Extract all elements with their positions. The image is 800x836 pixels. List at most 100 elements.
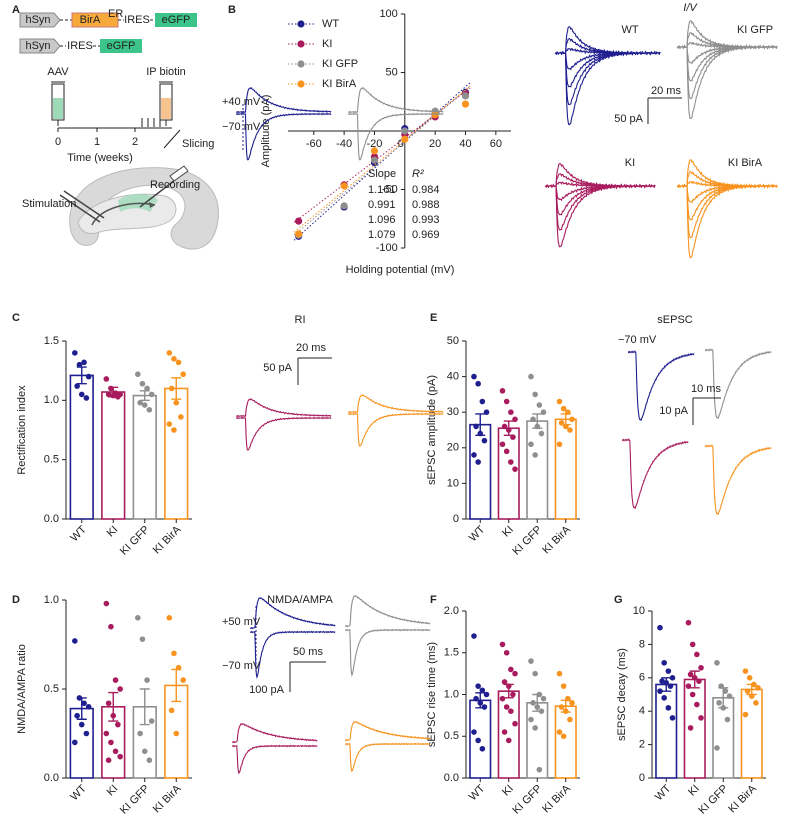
trace [554,26,661,56]
data-point [505,683,512,689]
data-point [528,716,534,723]
data-point [534,423,541,430]
bar [526,420,549,520]
data-point [726,693,733,699]
label: 1 [94,136,100,148]
data-point [751,681,757,688]
data-point [76,361,83,368]
data-point [81,359,87,366]
data-point [746,675,753,681]
data-point [687,725,694,731]
slope-value: 1.079 [368,229,396,241]
trace [347,87,444,114]
data-point [685,683,692,689]
data-point [72,638,78,644]
bar [469,423,492,520]
y-tick-label: 0 [453,513,459,525]
trace [676,20,778,50]
data-point [540,409,547,416]
data-point [714,659,720,666]
trace [676,159,778,189]
trace [621,438,689,510]
trace [235,398,332,418]
data-point [532,391,538,398]
data-point [536,766,543,773]
data-point [556,441,563,448]
data-point [753,700,759,706]
data-point [508,708,514,714]
table-header: R² [412,168,424,180]
trace [231,744,318,775]
data-point [141,402,148,408]
trace [235,416,332,451]
x-tick-label: WT [467,782,488,803]
x-tick-label: KI [500,524,516,540]
trace [676,44,778,100]
data-point [76,695,83,701]
label: Stimulation [22,198,76,210]
data-point [503,398,510,405]
data-point [657,624,663,631]
y-tick-label: -100 [376,242,398,254]
data-point [74,712,80,719]
y-tick-label: 1.0 [444,688,459,700]
point [370,156,379,164]
construct-box [19,12,61,28]
trace-title: RI [295,314,306,326]
data-point [698,664,704,671]
bar [497,690,520,779]
data-point [83,395,90,401]
data-point [117,686,123,692]
point [401,135,409,143]
data-point [479,745,486,752]
panel-letter: A [12,4,20,16]
y-tick-label: 1.5 [44,335,59,347]
tube-fill [53,98,63,119]
label: 2 [132,136,138,148]
point [295,217,303,225]
data-point [665,668,672,674]
data-point [78,721,85,728]
data-point [565,695,571,702]
data-point [85,373,92,380]
y-tick-label: 20 [447,442,459,454]
trace [344,742,431,773]
data-point [81,700,87,707]
y-tick-label: 0.0 [44,513,59,525]
x-tick-label: WT [653,782,674,803]
data-point [473,695,479,702]
point [461,100,470,108]
x-tick-label: KI [686,783,702,799]
x-tick-label: 60 [490,138,502,150]
data-point [556,670,563,677]
data-point [569,700,575,706]
data-point [510,691,516,698]
bar [101,391,126,520]
data-point [171,427,177,433]
data-point [716,700,722,706]
y-tick-label: 6 [639,672,645,684]
y-tick-label: 30 [447,406,459,418]
data-point [175,664,182,671]
data-point [499,695,506,702]
trace [235,112,332,161]
x-tick-label: KI [105,783,121,799]
label: AAV [47,66,69,78]
trace-label: KI [625,157,635,169]
trace [347,112,444,161]
data-point [742,711,749,718]
data-point [505,427,512,433]
x-tick-label: KI GFP [696,783,730,817]
error-bar [171,377,182,400]
brain-slice [59,165,219,250]
legend-marker [297,40,305,48]
x-tick-label: KI BirA [540,782,573,815]
data-point [475,737,481,744]
data-point [166,421,173,427]
panel-letter: C [12,312,20,324]
point [370,147,379,155]
data-point [698,715,704,721]
trace [676,183,778,259]
x-tick-label: KI GFP [510,783,544,817]
